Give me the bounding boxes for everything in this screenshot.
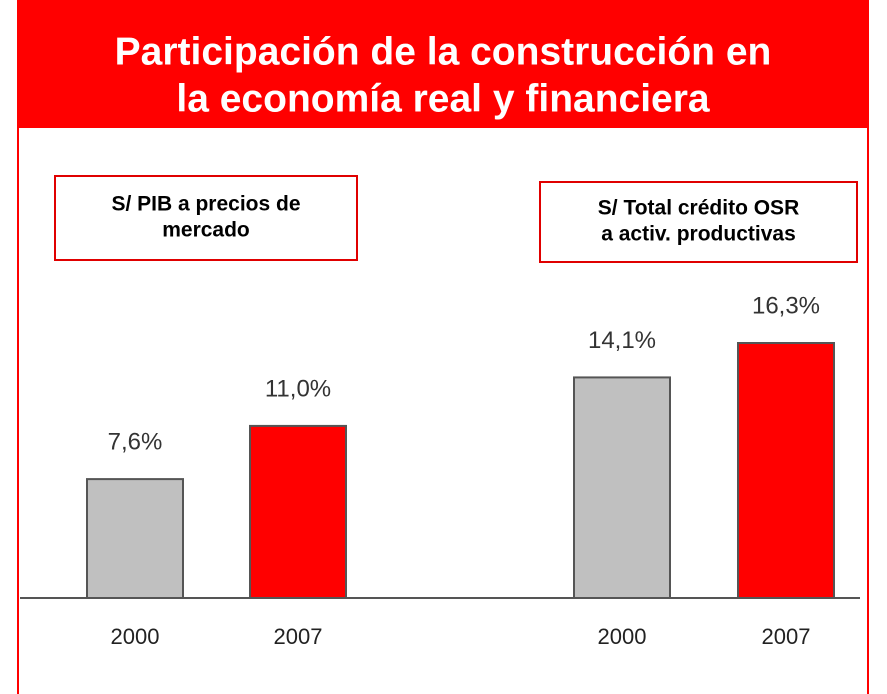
data-label: 16,3%	[752, 292, 820, 319]
data-label: 7,6%	[108, 428, 163, 455]
chart-subtitle: S/ Total crédito OSR	[598, 197, 799, 220]
x-tick-label: 2000	[598, 624, 647, 649]
label-box	[539, 181, 858, 263]
bar	[573, 376, 671, 599]
label-box	[54, 175, 358, 261]
bar	[86, 478, 184, 600]
x-tick-label: 2007	[762, 624, 811, 649]
x-tick-label: 2000	[111, 624, 160, 649]
chart-title: Participación de la construcción en	[115, 30, 772, 73]
chart-subtitle: S/ PIB a precios de	[111, 193, 300, 216]
bar	[249, 424, 347, 600]
data-label: 14,1%	[588, 327, 656, 354]
chart-title: la economía real y financiera	[176, 77, 710, 120]
data-label: 11,0%	[265, 375, 331, 402]
chart-subtitle: mercado	[162, 219, 250, 242]
title-banner	[18, 0, 869, 128]
chart-subtitle: a activ. productivas	[601, 223, 796, 246]
x-tick-label: 2007	[274, 624, 323, 649]
bar	[737, 342, 835, 599]
